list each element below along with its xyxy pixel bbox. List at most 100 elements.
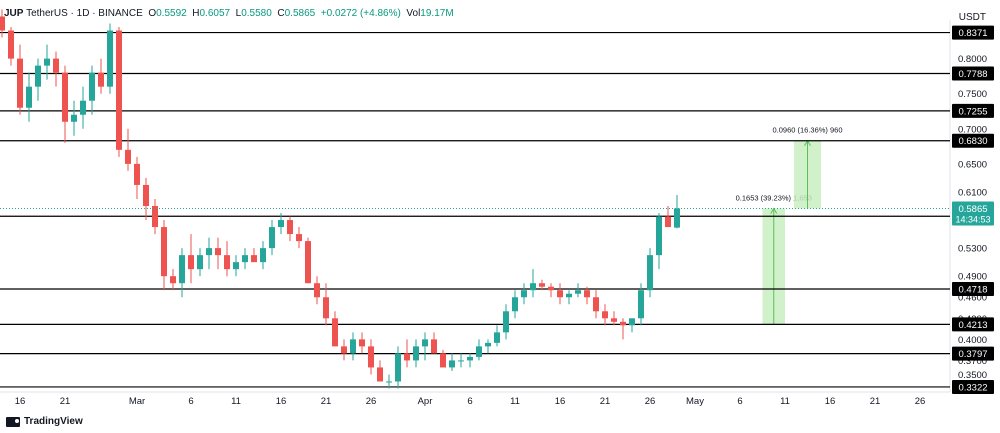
candle-body xyxy=(422,339,428,347)
level-price-label: 0.4718 xyxy=(958,284,987,295)
change-value: +0.0272 (+4.86%) xyxy=(320,8,401,19)
candle-body xyxy=(215,248,221,256)
candle-body xyxy=(188,255,194,270)
candle-body xyxy=(620,321,626,326)
x-tick-label: 11 xyxy=(510,396,520,407)
chart-header: JUP TetherUS · 1D · BINANCE O0.5592 H0.6… xyxy=(4,8,454,19)
candle-body xyxy=(431,339,437,354)
x-tick-label: 16 xyxy=(555,396,566,407)
candle-body xyxy=(26,86,32,108)
candle-body xyxy=(89,72,95,101)
x-tick-label: 21 xyxy=(60,396,71,407)
candle-body xyxy=(260,248,266,263)
current-price-tag xyxy=(952,201,994,226)
candle-body xyxy=(647,255,653,291)
candle-body xyxy=(395,353,401,382)
close-label: C xyxy=(277,8,285,19)
candle-body xyxy=(0,16,5,31)
open-label: O xyxy=(148,8,157,19)
candle-body xyxy=(251,255,257,263)
candle-body xyxy=(134,163,140,185)
symbol-name[interactable]: JUP xyxy=(4,8,24,19)
candle-body xyxy=(638,290,644,319)
x-tick-label: Mar xyxy=(129,396,145,407)
candle-body xyxy=(296,234,302,242)
level-price-tag xyxy=(952,103,994,118)
candle-body xyxy=(269,227,275,249)
x-tick-label: 21 xyxy=(321,396,332,407)
measure-label: 0.0960 (16.36%) 960 xyxy=(772,126,842,135)
x-tick-label: 21 xyxy=(600,396,611,407)
candle-body xyxy=(341,346,347,354)
candle-body xyxy=(35,65,41,87)
candle-body xyxy=(116,30,122,150)
candle-body xyxy=(413,346,419,361)
y-tick-label: 0.3700 xyxy=(958,356,987,367)
x-tick-label: Apr xyxy=(418,396,433,407)
candle-body xyxy=(287,220,293,235)
y-tick-label: 0.4000 xyxy=(958,335,987,346)
current-price-label: 0.5865 xyxy=(958,204,987,215)
candle-body xyxy=(548,286,554,291)
candle-body xyxy=(179,255,185,284)
candle-body xyxy=(170,276,176,284)
candle-body xyxy=(494,332,500,343)
low-value: 0.5580 xyxy=(241,8,272,19)
candle-body xyxy=(521,290,527,298)
high-value: 0.6057 xyxy=(199,8,231,19)
level-price-label: 0.3797 xyxy=(958,349,987,360)
candle-body xyxy=(584,290,590,298)
candle-body xyxy=(368,346,374,368)
candle-body xyxy=(143,184,149,206)
y-tick-label: 0.6500 xyxy=(958,159,987,170)
candle-body xyxy=(224,255,230,270)
candle-body xyxy=(602,311,608,319)
volume-label: Vol xyxy=(406,8,421,19)
candle-body xyxy=(575,290,581,294)
candle-body xyxy=(674,208,680,228)
candle-body xyxy=(107,30,113,87)
candle-body xyxy=(350,339,356,354)
x-tick-label: 16 xyxy=(825,396,836,407)
open-value: 0.5592 xyxy=(156,8,187,19)
candle-body xyxy=(305,241,311,284)
level-price-label: 0.6830 xyxy=(958,136,987,147)
level-price-label: 0.3322 xyxy=(958,382,987,393)
level-price-tag xyxy=(952,346,994,361)
y-tick-label: 0.3500 xyxy=(958,370,987,381)
tradingview-logo[interactable]: TradingView xyxy=(6,416,83,427)
brand-name: TradingView xyxy=(24,416,83,427)
x-tick-label: 26 xyxy=(645,396,656,407)
y-tick-label: 0.8000 xyxy=(958,54,987,65)
x-tick-label: 26 xyxy=(366,396,377,407)
candle-body xyxy=(80,100,86,115)
candle-body xyxy=(197,255,203,270)
y-tick-label: 0.7500 xyxy=(958,89,987,100)
candle-body xyxy=(665,216,671,228)
x-tick-label: 16 xyxy=(276,396,287,407)
level-price-label: 0.8371 xyxy=(958,28,987,39)
candle-body xyxy=(17,58,23,108)
candle-body xyxy=(440,353,446,368)
level-price-label: 0.7255 xyxy=(958,106,987,117)
candle-body xyxy=(314,283,320,298)
candle-body xyxy=(278,220,284,228)
candle-body xyxy=(404,353,410,361)
candle-body xyxy=(476,346,482,357)
level-price-tag xyxy=(952,25,994,40)
x-tick-label: 6 xyxy=(467,396,472,407)
x-tick-label: 11 xyxy=(231,396,241,407)
candle-body xyxy=(242,255,248,263)
candle-body xyxy=(539,283,545,287)
candle-body xyxy=(593,297,599,312)
y-tick-label: 0.4900 xyxy=(958,272,987,283)
measure-label: 0.1653 (39.23%) 1,653 xyxy=(736,193,812,202)
candle-body xyxy=(566,293,572,298)
x-tick-label: 6 xyxy=(737,396,742,407)
candle-body xyxy=(458,360,464,362)
x-tick-label: 11 xyxy=(780,396,790,407)
y-tick-label: 0.5300 xyxy=(958,244,987,255)
high-label: H xyxy=(192,8,200,19)
candle-body xyxy=(332,318,338,347)
